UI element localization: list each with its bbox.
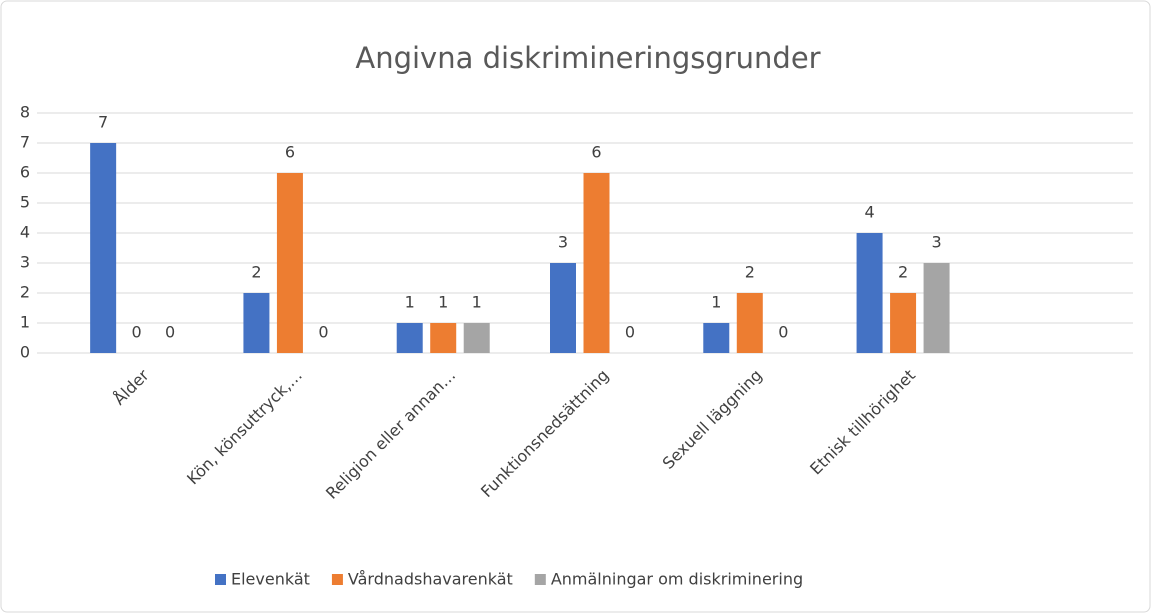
bar: [243, 293, 270, 353]
legend-label: Anmälningar om diskriminering: [551, 570, 803, 589]
data-label: 0: [625, 323, 635, 342]
bar: [90, 143, 117, 353]
y-tick-label: 1: [20, 313, 30, 332]
legend-label: Vårdnadshavarenkät: [348, 570, 513, 589]
bar: [736, 293, 763, 353]
bar: [856, 233, 883, 353]
data-label: 3: [931, 233, 941, 252]
y-tick-label: 5: [20, 193, 30, 212]
chart-title: Angivna diskrimineringsgrunder: [355, 41, 820, 75]
data-label: 7: [98, 113, 108, 132]
bar: [396, 323, 423, 353]
data-label: 1: [472, 293, 482, 312]
y-tick-label: 8: [20, 103, 30, 122]
data-label: 0: [778, 323, 788, 342]
bar: [550, 263, 576, 353]
bar: [703, 323, 730, 353]
y-tick-label: 7: [20, 133, 30, 152]
legend-swatch: [215, 574, 226, 585]
data-label: 6: [285, 143, 295, 162]
y-tick-label: 0: [20, 343, 30, 362]
data-label: 2: [898, 263, 908, 282]
data-label: 4: [864, 203, 874, 222]
y-tick-label: 6: [20, 163, 30, 182]
y-tick-label: 4: [20, 223, 30, 242]
y-tick-label: 2: [20, 283, 30, 302]
bar: [583, 173, 610, 353]
data-label: 0: [132, 323, 142, 342]
legend-label: Elevenkät: [231, 570, 310, 589]
bar: [463, 323, 490, 353]
data-label: 2: [745, 263, 755, 282]
data-label: 6: [591, 143, 601, 162]
data-label: 1: [438, 293, 448, 312]
data-label: 2: [251, 263, 261, 282]
legend-swatch: [534, 574, 546, 585]
bar: [430, 323, 457, 353]
data-label: 1: [711, 293, 721, 312]
data-label: 0: [318, 323, 328, 342]
legend-swatch: [331, 574, 343, 585]
bar: [276, 173, 303, 353]
data-label: 3: [558, 233, 568, 252]
bar: [923, 263, 950, 353]
bar: [890, 293, 917, 353]
y-tick-label: 3: [20, 253, 30, 272]
data-label: 0: [165, 323, 175, 342]
data-label: 1: [405, 293, 415, 312]
